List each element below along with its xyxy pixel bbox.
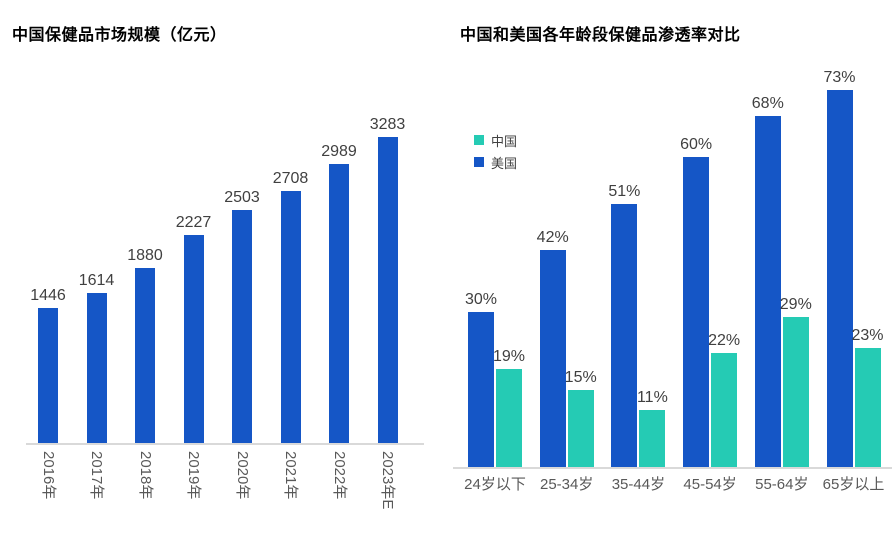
- bar-value-label: 2227: [175, 214, 212, 231]
- x-axis-tick-label: 2016年: [39, 451, 57, 500]
- china-bar-35-44岁: [639, 410, 666, 467]
- x-axis-tick-label: 2021年: [282, 451, 299, 500]
- x-axis-tick-label: 55-64岁: [755, 476, 809, 493]
- bar-2022年: [329, 164, 349, 443]
- x-axis-tick-label: 2022年: [330, 451, 348, 500]
- china-bar-value-label: 23%: [851, 327, 884, 344]
- china-bar-value-label: 15%: [564, 369, 597, 386]
- china-bar-value-label: 11%: [636, 389, 668, 406]
- usa-bar-45-54岁: [683, 157, 710, 467]
- legend-item-china: 中国: [474, 129, 517, 151]
- usa-bar-value-label: 68%: [751, 95, 784, 112]
- bar-value-label: 1446: [30, 287, 66, 304]
- legend-item-usa: 美国: [474, 151, 517, 173]
- x-axis-tick-label: 2019年: [185, 451, 202, 500]
- usa-bar-value-label: 42%: [536, 229, 569, 246]
- china-bar-24岁以下: [496, 369, 522, 467]
- penetration-compare-chart: 中国和美国各年龄段保健品渗透率对比 中国 美国 30% 19% 24岁以下 42% 15…: [447, 0, 894, 540]
- x-axis-line: [453, 467, 892, 469]
- usa-bar-24岁以下: [468, 312, 494, 467]
- china-bar-55-64岁: [782, 317, 809, 467]
- x-axis-tick-label: 2017年: [88, 451, 105, 500]
- bar-2017年: [86, 293, 107, 443]
- usa-bar-value-label: 60%: [680, 136, 713, 153]
- bar-2023年E: [377, 137, 398, 443]
- usa-bar-35-44岁: [611, 204, 638, 467]
- x-axis-tick-label: 35-44岁: [611, 476, 666, 493]
- usa-bar-value-label: 73%: [823, 69, 856, 86]
- china-series-swatch-icon: [474, 135, 484, 145]
- usa-bar-65岁以上: [826, 90, 853, 467]
- bar-value-label: 2503: [224, 189, 260, 206]
- x-axis-tick-label: 65岁以上: [822, 476, 885, 493]
- usa-series-swatch-icon: [474, 157, 484, 167]
- china-bar-value-label: 19%: [492, 348, 526, 365]
- usa-legend-label: 美国: [491, 155, 518, 171]
- market-size-chart: 中国保健品市场规模（亿元） 1446 2016年 1614 2017年 1880 2018…: [12, 27, 424, 510]
- bar-2019年: [183, 235, 204, 443]
- usa-bar-value-label: 30%: [464, 291, 498, 308]
- usa-bar-55-64岁: [754, 116, 781, 467]
- x-axis-tick-label: 24岁以下: [464, 476, 526, 493]
- china-legend-label: 中国: [491, 133, 518, 149]
- bar-2021年: [280, 191, 301, 443]
- bar-2016年: [38, 308, 58, 443]
- x-axis-tick-label: 2023年E: [379, 451, 396, 510]
- bar-2020年: [232, 210, 252, 443]
- penetration-chart-title: 中国和美国各年龄段保健品渗透率对比: [460, 27, 741, 44]
- x-axis-tick-label: 45-54岁: [683, 476, 737, 493]
- china-bar-65岁以上: [854, 348, 881, 467]
- china-bar-value-label: 29%: [779, 296, 812, 313]
- usa-bar-25-34岁: [539, 250, 566, 467]
- bar-value-label: 2708: [272, 170, 309, 187]
- x-axis-tick-label: 25-34岁: [540, 476, 594, 493]
- penetration-plot-area: 30% 19% 24岁以下 42% 15% 25-34岁 51% 11% 35-44岁 60% 22…: [447, 0, 894, 540]
- market-size-plot-area: 1446 2016年 1614 2017年 1880 2018年 2227 2019年 2503…: [26, 116, 424, 510]
- x-axis-tick-label: 2018年: [136, 451, 154, 500]
- bar-value-label: 1880: [127, 247, 163, 264]
- market-size-chart-title: 中国保健品市场规模（亿元）: [12, 27, 227, 44]
- china-bar-value-label: 22%: [708, 332, 741, 349]
- usa-bar-value-label: 51%: [608, 183, 641, 200]
- bar-2018年: [135, 268, 155, 443]
- bar-value-label: 3283: [369, 116, 406, 133]
- bar-value-label: 1614: [78, 272, 115, 289]
- x-axis-tick-label: 2020年: [233, 451, 251, 500]
- bar-value-label: 2989: [321, 143, 357, 160]
- china-bar-45-54岁: [711, 353, 738, 467]
- x-axis-line: [26, 443, 424, 445]
- legend: 中国 美国: [474, 129, 517, 173]
- china-bar-25-34岁: [567, 390, 594, 467]
